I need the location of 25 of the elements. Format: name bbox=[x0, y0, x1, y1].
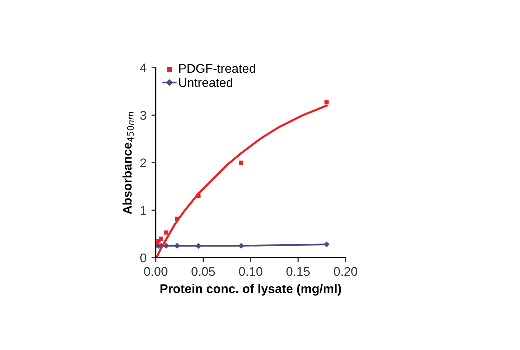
y-tick-label: 1 bbox=[140, 206, 146, 215]
point bbox=[164, 243, 170, 249]
y-axis-title: Absorbance$_{450nm}$ bbox=[122, 112, 134, 214]
legend-label: Untreated bbox=[179, 78, 233, 88]
y-tick-label: 3 bbox=[140, 111, 146, 120]
point bbox=[175, 216, 180, 222]
x-tick-label: 0.15 bbox=[286, 267, 310, 276]
x-tick-label: 0.10 bbox=[239, 267, 263, 276]
point bbox=[174, 243, 180, 249]
y-tick-label: 0 bbox=[140, 254, 146, 263]
point bbox=[239, 160, 244, 166]
point bbox=[196, 194, 201, 198]
point bbox=[324, 242, 330, 248]
y-tick-label: 4 bbox=[140, 64, 147, 72]
x-tick-label: 0.00 bbox=[144, 267, 168, 276]
x-tick-label: 0.05 bbox=[192, 267, 216, 276]
point bbox=[324, 100, 329, 105]
y-tick-label: 2 bbox=[140, 158, 146, 168]
point bbox=[159, 236, 164, 242]
point bbox=[164, 230, 169, 235]
point bbox=[196, 243, 202, 249]
legend-label: PDGF-treated bbox=[179, 64, 256, 74]
x-axis-title: Protein conc. of lysate (mg/ml) bbox=[160, 284, 342, 296]
x-tick-label: 0.20 bbox=[334, 267, 358, 276]
point bbox=[238, 243, 244, 249]
